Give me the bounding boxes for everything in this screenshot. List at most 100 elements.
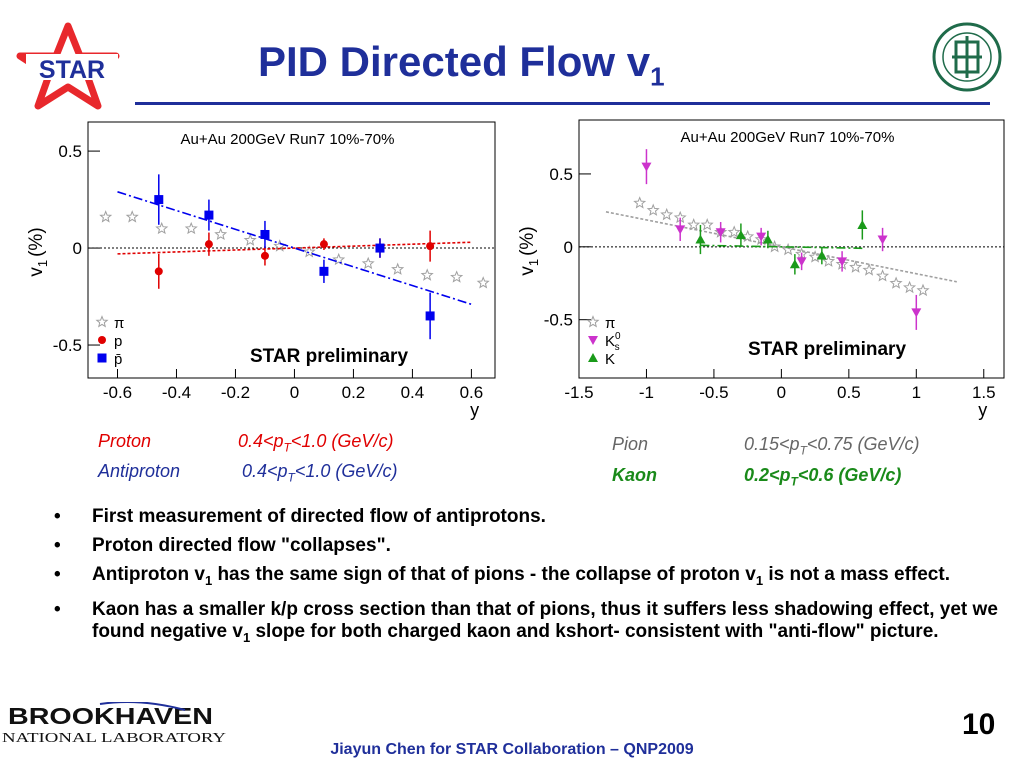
caption-kaon-range-pre: 0.2<p [744,465,791,485]
x-axis-label: y [470,400,479,420]
data-point [332,252,346,266]
bullet-item: • First measurement of directed flow of a… [52,506,1012,528]
caption-antiproton: Antiproton 0.4<pT<1.0 (GeV/c) [98,461,397,485]
title-subscript: 1 [650,61,665,92]
series-0 [605,196,957,297]
data-point [715,228,726,238]
legend-label-sup: 0 [615,331,621,342]
y-axis-label-unit: (%) [517,226,538,256]
university-seal-logo [932,22,1002,92]
data-point [361,256,375,270]
series-0 [99,210,490,289]
y-axis-label-sub: 1 [526,259,541,266]
data-point [735,230,746,240]
caption-antiproton-range-pre: 0.4<p [242,461,288,481]
data-point [260,229,270,239]
data-point [633,196,647,209]
series-1 [117,230,472,289]
legend-label-main: p [114,333,122,350]
legend-label-main: K [605,333,615,350]
data-point [756,232,767,242]
caption-pion-label: Pion [612,434,649,454]
y-axis-label-main: v [517,266,538,276]
data-point [741,229,755,243]
x-tick-label: 0.6 [460,383,484,402]
x-axis-label: y [978,400,987,420]
y-axis-label-main: v [26,267,47,277]
x-tick-label: -0.4 [162,383,191,402]
legend-label-main: π [114,315,124,332]
data-point [425,311,435,321]
caption-kaon-label: Kaon [612,465,657,485]
data-point [916,283,930,297]
y-tick-label: 0.5 [58,142,82,161]
bullet-text: Kaon has a smaller k/p cross section tha… [92,598,998,642]
series-2 [117,174,472,340]
caption-antiproton-range-post: <1.0 (GeV/c) [294,461,398,481]
data-point [319,240,328,249]
bullet-item: • Kaon has a smaller k/p cross section th… [52,599,1012,649]
caption-proton-range-pre: 0.4<p [238,431,284,451]
data-point [768,239,782,253]
bullet-text: is not a mass effect. [763,564,950,585]
chart-left-proton-antiproton: -0.6 -0.4 -0.2 0 0.2 0.4 0.6 0.5 0 -0.5 Au+Au 200G… [26,121,496,420]
data-point [476,276,490,289]
legend-label: π [114,315,124,332]
x-tick-label: -0.5 [699,383,728,402]
footer-author: Jiayun Chen for STAR Collaboration – QNP… [330,741,694,758]
data-point [727,225,741,238]
x-tick-label: 1 [912,383,921,402]
fit-line [117,191,472,306]
data-point [796,257,807,267]
data-point [260,251,269,260]
data-point [687,218,701,231]
caption-kaon-range-post: <0.6 (GeV/c) [797,465,902,485]
x-tick-label: -0.2 [221,383,250,402]
title-underline [135,102,990,105]
bullet-text: Antiproton v [92,564,205,585]
fit-line [117,241,472,255]
plot-frame [578,119,1005,379]
legend-label: K [605,351,615,368]
y-axis-label: v1 (%) [517,226,541,275]
data-point [675,225,686,235]
legend-label-main: p̄ [114,351,122,368]
caption-antiproton-range-sub: T [287,470,295,485]
chart-title: Au+Au 200GeV Run7 10%-70% [681,129,895,146]
star-logo: STAR [16,22,120,110]
data-point [450,270,464,283]
legend-label: π [605,315,615,332]
data-point [837,257,848,267]
data-point [695,234,706,244]
data-point [99,210,113,223]
data-point [125,210,139,223]
data-point [875,269,890,282]
bullet-subscript: 1 [755,572,764,588]
caption-proton: Proton 0.4<pT<1.0 (GeV/c) [98,431,393,455]
data-point [857,219,868,229]
legend-label-main: π [605,315,615,332]
data-point [903,280,917,294]
bullet-dot-icon: • [54,598,61,620]
data-point [700,218,714,231]
page-title: PID Directed Flow v1 [258,38,665,92]
legend-label-sub: s [615,342,620,353]
data-point [911,308,922,318]
preliminary-annotation: STAR preliminary [748,339,906,360]
y-axis-label: v1 (%) [26,227,50,276]
x-tick-label: -1 [639,383,654,402]
caption-pion-range-pre: 0.15<p [744,434,800,454]
caption-pion: Pion 0.15<pT<0.75 (GeV/c) [612,434,919,458]
data-point [302,245,316,258]
fit-line [700,244,863,250]
data-point [660,207,674,221]
data-point [641,162,652,172]
x-tick-label: 0 [290,383,299,402]
legend-label: p̄ [114,351,122,368]
data-point [204,210,214,220]
bullet-dot-icon: • [54,535,61,556]
y-tick-label: -0.5 [53,336,82,355]
bullet-subscript: 1 [204,572,213,588]
data-point [781,242,795,256]
data-point [243,233,257,246]
